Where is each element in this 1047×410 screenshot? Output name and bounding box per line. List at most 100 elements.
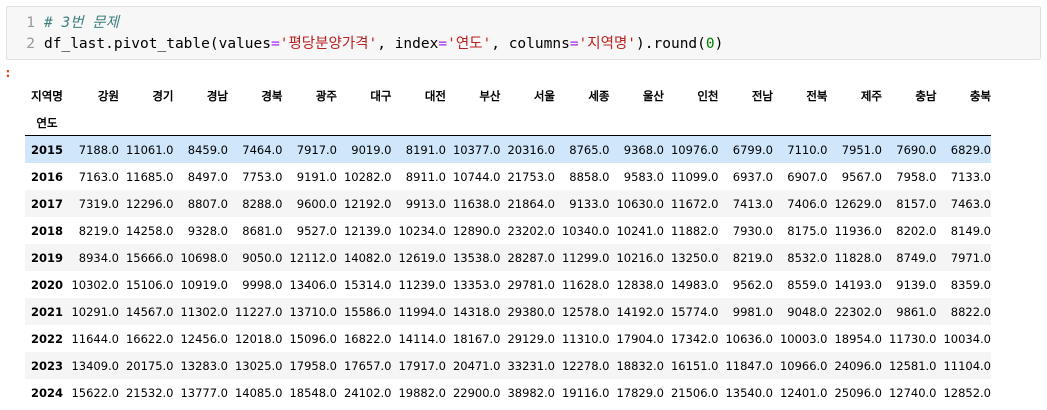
table-cell: 15586.0 <box>343 304 392 319</box>
table-row[interactable]: 2017 7319.0 12296.0 8807.0 8288.0 9600.0 12192… <box>25 190 991 217</box>
code-editor[interactable]: 1 # 3번 문제 2 df_last.pivot_table(values='평당… <box>6 6 1041 60</box>
table-cell: 10340.0 <box>561 223 610 238</box>
row-index: 2019 <box>30 250 63 265</box>
table-cell: 12401.0 <box>779 385 828 400</box>
table-cell: 7406.0 <box>787 196 828 211</box>
table-cell: 7163.0 <box>78 169 119 184</box>
table-cell: 12139.0 <box>343 223 392 238</box>
table-cell: 10291.0 <box>71 304 119 319</box>
code-line-2[interactable]: 2 df_last.pivot_table(values='평당분양가격', in… <box>7 33 723 55</box>
table-cell: 18954.0 <box>834 331 882 346</box>
table-cell: 8288.0 <box>242 196 283 211</box>
index-name-row: 연도 <box>25 110 991 136</box>
empty-header-cell <box>937 110 992 136</box>
column-header: 강원 <box>97 88 119 103</box>
table-row[interactable]: 2018 8219.0 14258.0 9328.0 8681.0 9527.0 12139… <box>25 217 991 244</box>
code-token: round <box>653 36 698 52</box>
code-token: = <box>271 36 280 52</box>
row-index: 2022 <box>30 331 63 346</box>
code-token: , <box>377 36 395 52</box>
table-cell: 14567.0 <box>125 304 174 319</box>
table-cell: 17829.0 <box>616 385 664 400</box>
row-index: 2023 <box>30 358 63 373</box>
table-cell: 15314.0 <box>343 277 392 292</box>
table-cell: 11882.0 <box>670 223 719 238</box>
table-cell: 12112.0 <box>289 250 337 265</box>
table-cell: 10241.0 <box>616 223 664 238</box>
empty-header-cell <box>882 110 937 136</box>
table-cell: 14193.0 <box>834 277 882 292</box>
table-cell: 7110.0 <box>787 142 828 157</box>
table-cell: 8191.0 <box>405 142 446 157</box>
table-cell: 8911.0 <box>405 169 446 184</box>
table-cell: 20471.0 <box>452 358 501 373</box>
table-cell: 12018.0 <box>234 331 283 346</box>
empty-header-cell <box>69 110 119 136</box>
table-cell: 14114.0 <box>398 331 446 346</box>
table-cell: 7133.0 <box>950 169 991 184</box>
table-cell: 9048.0 <box>787 304 828 319</box>
table-body: 2015 7188.0 11061.0 8459.0 7464.0 7917.0 9019.… <box>25 135 991 407</box>
table-cell: 11099.0 <box>670 169 719 184</box>
table-row[interactable]: 2024 15622.0 21532.0 13777.0 14085.0 18548.0 2… <box>25 379 991 406</box>
table-cell: 11644.0 <box>71 331 119 346</box>
table-cell: 7464.0 <box>242 142 283 157</box>
code-number: 0 <box>705 36 715 52</box>
code-string: '평당분양가격' <box>279 36 378 52</box>
table-cell: 8765.0 <box>569 142 610 157</box>
table-row[interactable]: 2020 10302.0 15106.0 10919.0 9998.0 13406.0 15… <box>25 271 991 298</box>
table-cell: 14983.0 <box>670 277 719 292</box>
table-cell: 12619.0 <box>398 250 446 265</box>
table-cell: 8459.0 <box>187 142 228 157</box>
table-cell: 8807.0 <box>187 196 228 211</box>
column-header: 충남 <box>915 88 937 103</box>
table-cell: 7188.0 <box>78 142 119 157</box>
table-cell: 29129.0 <box>507 331 555 346</box>
table-header-row: 지역명 강원 경기 경남 경북 광주 대구 대전 부산 서울 세종 울산 인천 전남 전북 제주 충남 충북 <box>25 81 991 110</box>
table-cell: 11299.0 <box>561 250 610 265</box>
empty-header-cell <box>610 110 665 136</box>
table-cell: 8934.0 <box>78 250 119 265</box>
table-cell: 21864.0 <box>507 196 555 211</box>
table-cell: 13250.0 <box>670 250 719 265</box>
table-row[interactable]: 2022 11644.0 16622.0 12456.0 12018.0 15096.0 1… <box>25 325 991 352</box>
column-header: 전남 <box>751 88 773 103</box>
empty-header-cell <box>119 110 174 136</box>
table-cell: 12890.0 <box>452 223 501 238</box>
index-name-header: 연도 <box>36 115 58 130</box>
empty-header-cell <box>773 110 828 136</box>
empty-header-cell <box>555 110 610 136</box>
table-cell: 13777.0 <box>180 385 228 400</box>
table-cell: 9861.0 <box>896 304 937 319</box>
output-prompt: : <box>4 66 12 81</box>
table-cell: 10282.0 <box>343 169 392 184</box>
table-cell: 11104.0 <box>943 358 991 373</box>
table-row[interactable]: 2015 7188.0 11061.0 8459.0 7464.0 7917.0 9019.… <box>25 135 991 163</box>
table-cell: 17904.0 <box>616 331 664 346</box>
code-line-1[interactable]: 1 # 3번 문제 <box>7 12 119 34</box>
empty-header-cell <box>664 110 719 136</box>
table-cell: 18548.0 <box>289 385 337 400</box>
row-index: 2018 <box>30 223 63 238</box>
table-cell: 24096.0 <box>834 358 882 373</box>
table-cell: 23202.0 <box>507 223 555 238</box>
table-cell: 10216.0 <box>616 250 664 265</box>
table-cell: 12629.0 <box>834 196 882 211</box>
empty-header-cell <box>337 110 392 136</box>
table-cell: 18832.0 <box>616 358 664 373</box>
table-cell: 10630.0 <box>616 196 664 211</box>
table-row[interactable]: 2023 13409.0 20175.0 13283.0 13025.0 17958.0 1… <box>25 352 991 379</box>
table-row[interactable]: 2019 8934.0 15666.0 10698.0 9050.0 12112.0 140… <box>25 244 991 271</box>
table-cell: 8559.0 <box>787 277 828 292</box>
table-row[interactable]: 2021 10291.0 14567.0 11302.0 11227.0 13710.0 1… <box>25 298 991 325</box>
code-token: columns <box>508 36 570 52</box>
table-cell: 8858.0 <box>569 169 610 184</box>
table-cell: 7463.0 <box>950 196 991 211</box>
table-cell: 11730.0 <box>888 331 937 346</box>
code-string: '지역명' <box>578 36 637 52</box>
table-row[interactable]: 2016 7163.0 11685.0 8497.0 7753.0 9191.0 10282… <box>25 163 991 190</box>
table-cell: 11936.0 <box>834 223 882 238</box>
table-cell: 10636.0 <box>725 331 773 346</box>
column-header: 광주 <box>315 88 337 103</box>
